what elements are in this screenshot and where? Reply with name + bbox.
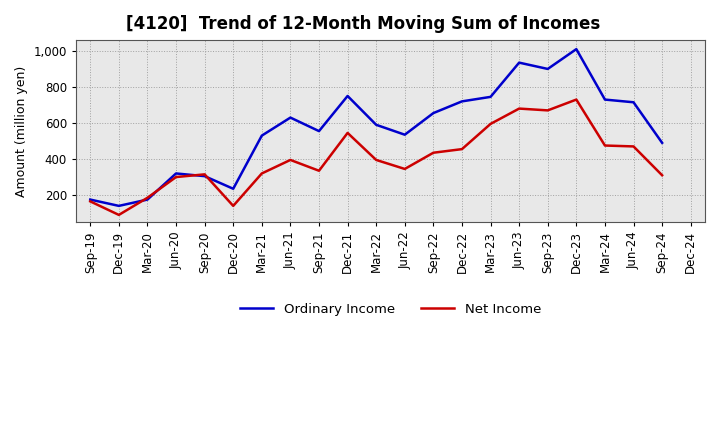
Net Income bbox=[515, 106, 523, 111]
Ordinary Income bbox=[486, 94, 495, 99]
Net Income bbox=[658, 172, 667, 178]
Line: Ordinary Income: Ordinary Income bbox=[90, 49, 662, 206]
Ordinary Income bbox=[143, 197, 152, 202]
Ordinary Income bbox=[458, 99, 467, 104]
Net Income bbox=[429, 150, 438, 155]
Ordinary Income bbox=[200, 173, 209, 179]
Ordinary Income bbox=[400, 132, 409, 137]
Ordinary Income bbox=[171, 171, 180, 176]
Net Income bbox=[258, 171, 266, 176]
Ordinary Income bbox=[372, 122, 380, 128]
Net Income bbox=[400, 166, 409, 172]
Ordinary Income bbox=[429, 110, 438, 116]
Net Income bbox=[486, 121, 495, 127]
Ordinary Income bbox=[600, 97, 609, 102]
Net Income bbox=[171, 174, 180, 180]
Net Income bbox=[544, 108, 552, 113]
Net Income bbox=[143, 195, 152, 200]
Ordinary Income bbox=[86, 197, 94, 202]
Net Income bbox=[286, 157, 294, 162]
Ordinary Income bbox=[229, 186, 238, 191]
Ordinary Income bbox=[629, 99, 638, 105]
Net Income bbox=[86, 199, 94, 204]
Net Income bbox=[629, 144, 638, 149]
Y-axis label: Amount (million yen): Amount (million yen) bbox=[15, 66, 28, 197]
Ordinary Income bbox=[343, 93, 352, 99]
Net Income bbox=[572, 97, 580, 102]
Ordinary Income bbox=[286, 115, 294, 120]
Net Income bbox=[200, 172, 209, 177]
Net Income bbox=[114, 212, 123, 217]
Line: Net Income: Net Income bbox=[90, 99, 662, 215]
Ordinary Income bbox=[572, 47, 580, 52]
Ordinary Income bbox=[315, 128, 323, 134]
Net Income bbox=[229, 203, 238, 209]
Net Income bbox=[372, 157, 380, 162]
Text: [4120]  Trend of 12-Month Moving Sum of Incomes: [4120] Trend of 12-Month Moving Sum of I… bbox=[126, 15, 600, 33]
Net Income bbox=[315, 168, 323, 173]
Ordinary Income bbox=[258, 133, 266, 138]
Net Income bbox=[600, 143, 609, 148]
Ordinary Income bbox=[515, 60, 523, 65]
Net Income bbox=[458, 147, 467, 152]
Ordinary Income bbox=[658, 140, 667, 146]
Legend: Ordinary Income, Net Income: Ordinary Income, Net Income bbox=[235, 298, 546, 321]
Net Income bbox=[343, 130, 352, 136]
Ordinary Income bbox=[544, 66, 552, 72]
Ordinary Income bbox=[114, 203, 123, 209]
